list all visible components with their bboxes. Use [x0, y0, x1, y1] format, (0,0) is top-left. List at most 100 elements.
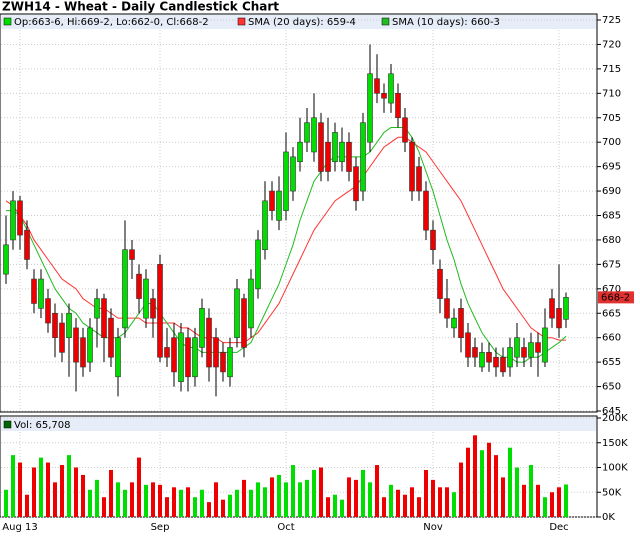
candle-body [31, 278, 37, 304]
legend-swatch [3, 17, 12, 26]
candle-body [206, 317, 212, 368]
candle-body [528, 342, 534, 358]
volume-bar [529, 465, 533, 517]
candle-body [360, 122, 366, 192]
candle-body [157, 264, 163, 358]
volume-tick-label: 200K [602, 413, 628, 424]
candle-body [59, 322, 65, 353]
y-tick-label: 710 [602, 88, 621, 99]
candle-body [10, 200, 16, 241]
volume-bar [130, 482, 134, 517]
candle-body [395, 93, 401, 119]
volume-bar [522, 484, 526, 517]
volume-bar [333, 494, 337, 517]
y-tick-label: 705 [602, 113, 621, 124]
volume-bar [557, 487, 561, 517]
candle-body [374, 78, 380, 94]
candle-body [423, 190, 429, 231]
volume-bar [95, 479, 99, 517]
candle-body [556, 308, 562, 329]
volume-bar [508, 447, 512, 517]
volume-bar [291, 465, 295, 517]
chart-title: ZWH14 - Wheat - Daily Candlestick Chart [2, 0, 279, 14]
volume-bar [368, 482, 372, 517]
volume-bar [305, 479, 309, 517]
volume-bar [256, 482, 260, 517]
volume-bar [88, 489, 92, 517]
candle-body [486, 352, 492, 363]
candle-body [514, 337, 520, 358]
candle-body [52, 312, 58, 338]
volume-bar [102, 497, 106, 517]
volume-bar [312, 469, 316, 517]
candle-body [416, 166, 422, 192]
volume-bar [151, 482, 155, 517]
candle-body [87, 327, 93, 363]
candle-body [465, 332, 471, 358]
candle-body [24, 229, 30, 260]
candle-body [199, 308, 205, 348]
candle-body [94, 298, 100, 319]
y-tick-label: 725 [602, 15, 621, 26]
x-tick-label: Nov [423, 522, 443, 533]
volume-bar [193, 497, 197, 517]
candle-body [101, 298, 107, 338]
legend-swatch [381, 17, 390, 26]
candle-body [185, 337, 191, 378]
candle-body [493, 356, 499, 368]
legend-ohlc: Op:663-6, Hi:669-2, Lo:662-0, Cl:668-2 [14, 17, 209, 28]
volume-bar [207, 502, 211, 517]
volume-bar [137, 457, 141, 517]
volume-bar [25, 494, 29, 517]
candle-body [472, 347, 478, 358]
volume-bar [459, 462, 463, 517]
volume-bar [550, 492, 554, 517]
candle-body [430, 229, 436, 251]
candle-body [150, 298, 156, 319]
volume-bar [270, 477, 274, 517]
volume-tick-label: 100K [602, 463, 628, 474]
candle-body [479, 352, 485, 368]
candle-body [339, 141, 345, 163]
volume-bar [123, 489, 127, 517]
volume-bar [284, 482, 288, 517]
volume-bar [445, 487, 449, 517]
y-tick-label: 665 [602, 308, 621, 319]
x-tick-label: Sep [151, 522, 170, 533]
candle-body [290, 156, 296, 192]
y-tick-label: 660 [602, 333, 621, 344]
candle-body [381, 93, 387, 99]
candle-body [192, 337, 198, 378]
candle-body [444, 298, 450, 319]
volume-bar [326, 497, 330, 517]
legend-swatch [3, 420, 12, 429]
y-tick-label: 685 [602, 211, 621, 222]
candle-body [129, 249, 135, 260]
y-tick-label: 650 [602, 382, 621, 393]
volume-bar [298, 482, 302, 517]
volume-bar [466, 447, 470, 517]
volume-bar [347, 477, 351, 517]
volume-bar [11, 455, 15, 517]
volume-bar [319, 467, 323, 517]
candle-body [255, 239, 261, 290]
legend-entry: SMA (10 days): 660-3 [392, 17, 500, 28]
candle-body [136, 273, 142, 299]
volume-bar [501, 477, 505, 517]
candle-body [234, 288, 240, 338]
volume-bar [410, 487, 414, 517]
volume-bar [4, 489, 8, 517]
y-tick-label: 700 [602, 137, 621, 148]
candle-body [220, 352, 226, 373]
volume-bar [81, 474, 85, 517]
y-tick-label: 680 [602, 235, 621, 246]
volume-bar [200, 489, 204, 517]
candle-body [108, 317, 114, 358]
x-tick-label: Aug 13 [2, 522, 37, 533]
x-tick-label: Oct [277, 522, 294, 533]
candle-body [276, 190, 282, 221]
volume-bar [494, 455, 498, 517]
volume-bar [235, 489, 239, 517]
volume-bar [431, 479, 435, 517]
